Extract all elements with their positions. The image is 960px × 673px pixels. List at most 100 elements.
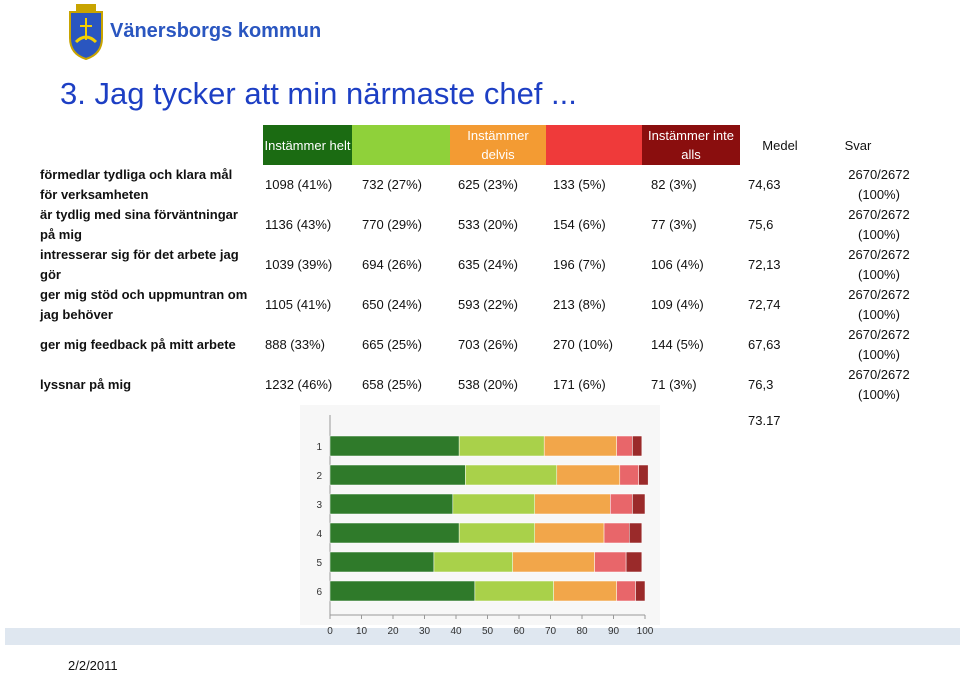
- row-label: förmedlar tydliga och klara mål för verk…: [40, 167, 233, 202]
- cell: 635 (24%): [458, 257, 518, 272]
- cell: 1232 (46%): [265, 377, 333, 392]
- x-tick-label: 60: [513, 626, 525, 637]
- cell: 703 (26%): [458, 337, 518, 352]
- row-label: ger mig feedback på mitt arbete: [40, 337, 236, 352]
- answer-count: 2670/2672 (100%): [848, 247, 910, 282]
- bar-segment: [556, 464, 621, 486]
- x-tick-label: 30: [419, 626, 431, 637]
- cell: 1105 (41%): [265, 297, 332, 312]
- bar-segment: [329, 522, 460, 544]
- bar-segment: [433, 551, 513, 573]
- row-label: ger mig stöd och uppmuntran om jag behöv…: [40, 287, 248, 322]
- cell: 71 (3%): [651, 377, 697, 392]
- bar-segment: [458, 435, 545, 457]
- x-tick-label: 10: [356, 626, 368, 637]
- y-tick-label: 3: [316, 500, 322, 511]
- column-header: [352, 125, 450, 165]
- footer-band: [5, 628, 960, 645]
- y-tick-label: 1: [316, 442, 322, 453]
- answer-count: 2670/2672 (100%): [848, 167, 910, 202]
- cell: 1098 (41%): [265, 177, 333, 192]
- chart: 0 10 20 30 40 50 60 70 80 90 100 1 2 3 4 5 6: [300, 405, 660, 637]
- bar-segment: [329, 580, 476, 602]
- slide-title: 3. Jag tycker att min närmaste chef ...: [60, 76, 577, 111]
- cell: 1136 (43%): [265, 217, 332, 232]
- bar-segment: [603, 522, 630, 544]
- answer-count: 2670/2672 (100%): [848, 367, 910, 402]
- y-tick-label: 6: [316, 587, 322, 598]
- cell: 888 (33%): [265, 337, 325, 352]
- cell: 109 (4%): [651, 297, 704, 312]
- bar-segment: [632, 493, 646, 515]
- cell: 72,74: [748, 297, 781, 312]
- row-label: är tydlig med sina förväntningar på mig: [40, 207, 238, 242]
- cell: 732 (27%): [362, 177, 422, 192]
- bar-segment: [553, 580, 617, 602]
- bar-segment: [625, 551, 643, 573]
- cell: 154 (6%): [553, 217, 606, 232]
- bar-segment: [594, 551, 627, 573]
- cell: 658 (25%): [362, 377, 422, 392]
- answer-count: 2670/2672 (100%): [848, 207, 910, 242]
- cell: 76,3: [748, 377, 774, 392]
- cell: 665 (25%): [362, 337, 422, 352]
- cell: 625 (23%): [458, 177, 518, 192]
- cell: 650 (24%): [362, 297, 422, 312]
- bar-segment: [616, 435, 633, 457]
- cell: 770 (29%): [362, 217, 422, 232]
- bar-segment: [329, 464, 466, 486]
- cell: 106 (4%): [651, 257, 704, 272]
- x-tick-label: 100: [637, 626, 654, 637]
- x-tick-label: 90: [608, 626, 620, 637]
- cell: 171 (6%): [553, 377, 606, 392]
- annotation: 73.17: [748, 413, 781, 428]
- column-header: Instämmer inte alls: [642, 125, 740, 165]
- cell: 144 (5%): [651, 337, 704, 352]
- bar-segment: [638, 464, 649, 486]
- row-label: intresserar sig för det arbete jag gör: [40, 247, 239, 282]
- answer-count: 2670/2672 (100%): [848, 287, 910, 322]
- cell: 74,63: [748, 177, 781, 192]
- cell: 82 (3%): [651, 177, 697, 192]
- bar-segment: [610, 493, 633, 515]
- x-tick-label: 0: [327, 626, 333, 637]
- cell: 538 (20%): [458, 377, 518, 392]
- column-header: Svar: [844, 137, 872, 153]
- cell: 196 (7%): [553, 257, 606, 272]
- cell: 533 (20%): [458, 217, 518, 232]
- column-header: [546, 125, 642, 165]
- row-label: lyssnar på mig: [40, 377, 132, 392]
- y-tick-label: 2: [316, 471, 322, 482]
- bar-segment: [534, 493, 611, 515]
- bar-segment: [534, 522, 605, 544]
- bar-segment: [465, 464, 558, 486]
- bar-segment: [512, 551, 595, 573]
- bar-segment: [474, 580, 554, 602]
- y-tick-label: 5: [316, 558, 322, 569]
- x-tick-label: 50: [482, 626, 494, 637]
- cell: 1039 (39%): [265, 257, 333, 272]
- cell: 77 (3%): [651, 217, 697, 232]
- bar-segment: [629, 522, 643, 544]
- column-header: Instämmer helt: [263, 125, 352, 165]
- bar-segment: [452, 493, 536, 515]
- column-header: Medel: [762, 137, 798, 153]
- answer-count: 2670/2672 (100%): [848, 327, 910, 362]
- date: 2/2/2011: [68, 658, 118, 673]
- cell: 133 (5%): [553, 177, 606, 192]
- y-tick-label: 4: [316, 529, 322, 540]
- cell: 213 (8%): [553, 297, 606, 312]
- cell: 67,63: [748, 337, 781, 352]
- cell: 72,13: [748, 257, 781, 272]
- brand: Vänersborgs kommun: [110, 20, 322, 42]
- cell: 694 (26%): [362, 257, 422, 272]
- bar-segment: [329, 493, 454, 515]
- bar-segment: [635, 580, 646, 602]
- column-header: Instämmer delvis: [450, 125, 546, 165]
- bar-segment: [329, 435, 460, 457]
- x-tick-label: 70: [545, 626, 557, 637]
- bar-segment: [329, 551, 435, 573]
- cell: 593 (22%): [458, 297, 518, 312]
- cell: 270 (10%): [553, 337, 613, 352]
